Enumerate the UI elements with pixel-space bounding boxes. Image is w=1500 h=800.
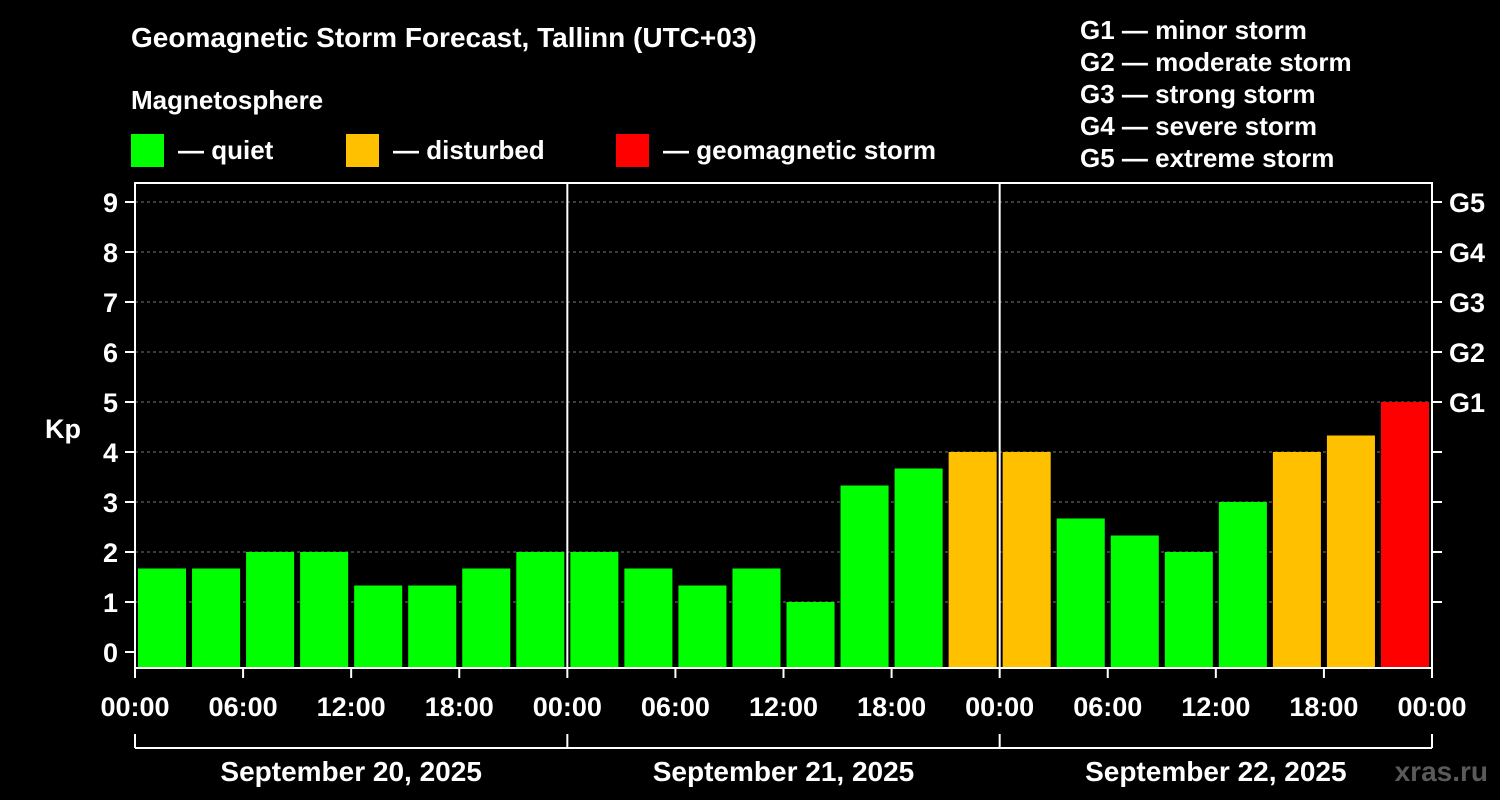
legend-swatch-disturbed <box>346 133 379 167</box>
y-tick-label: 9 <box>103 188 118 218</box>
y-tick-label: 3 <box>103 488 118 518</box>
y-tick-label: 4 <box>103 438 118 468</box>
day-label: September 20, 2025 <box>220 756 482 787</box>
kp-bar <box>300 552 349 668</box>
kp-bar <box>462 568 511 668</box>
kp-bar <box>1110 535 1159 668</box>
chart-title: Geomagnetic Storm Forecast, Tallinn (UTC… <box>131 22 757 53</box>
kp-bar <box>1272 452 1321 668</box>
x-tick-label: 00:00 <box>533 692 602 722</box>
kp-bar <box>1380 402 1429 668</box>
legend-item-quiet: — quiet <box>131 133 273 167</box>
legend-item-disturbed: — disturbed <box>346 133 545 167</box>
legend-swatch-quiet <box>131 133 164 167</box>
x-tick-label: 12:00 <box>749 692 818 722</box>
kp-bar <box>246 552 295 668</box>
y-tick-label: 6 <box>103 338 118 368</box>
x-tick-label: 18:00 <box>1289 692 1358 722</box>
kp-bar <box>894 468 943 668</box>
kp-bar <box>948 452 997 668</box>
day-label: September 22, 2025 <box>1085 756 1347 787</box>
y-tick-label: 0 <box>103 638 118 668</box>
y-tick-label: 8 <box>103 238 118 268</box>
y-tick-label: 7 <box>103 288 118 318</box>
storm-scale-g5: G5 — extreme storm <box>1080 143 1335 173</box>
x-tick-label: 06:00 <box>641 692 710 722</box>
storm-scale-g4: G4 — severe storm <box>1080 111 1318 141</box>
y-tick-label: 2 <box>103 538 118 568</box>
kp-bar <box>138 568 187 668</box>
kp-bar <box>678 585 727 668</box>
x-tick-label: 00:00 <box>100 692 169 722</box>
x-tick-label: 18:00 <box>857 692 926 722</box>
g-scale-label: G4 <box>1449 238 1485 268</box>
storm-scale-g2: G2 — moderate storm <box>1080 47 1352 77</box>
kp-bar <box>516 552 565 668</box>
x-tick-label: 12:00 <box>1181 692 1250 722</box>
legend-item-storm: — geomagnetic storm <box>616 133 936 167</box>
legend-label-quiet: — quiet <box>178 134 274 165</box>
y-tick-label: 1 <box>103 588 118 618</box>
x-tick-label: 00:00 <box>1397 692 1466 722</box>
kp-bar <box>624 568 673 668</box>
storm-scale-legend: G1 — minor storm G2 — moderate storm G3 … <box>1080 14 1352 174</box>
x-tick-label: 12:00 <box>317 692 386 722</box>
y-tick-label: 5 <box>103 388 118 418</box>
storm-scale-g1: G1 — minor storm <box>1080 15 1307 45</box>
kp-bar <box>1326 435 1375 668</box>
kp-bar <box>408 585 457 668</box>
kp-bar <box>1164 552 1213 668</box>
day-label: September 21, 2025 <box>653 756 915 787</box>
legend-heading: Magnetosphere <box>131 85 324 115</box>
watermark: xras.ru <box>1394 756 1488 787</box>
y-axis-label: Kp <box>45 414 81 444</box>
x-tick-label: 06:00 <box>209 692 278 722</box>
kp-bar <box>570 552 619 668</box>
kp-bar <box>1002 452 1051 668</box>
x-tick-label: 06:00 <box>1073 692 1142 722</box>
kp-bar <box>786 602 835 668</box>
kp-bar <box>732 568 781 668</box>
kp-bar <box>1056 518 1105 668</box>
legend-label-storm: — geomagnetic storm <box>663 134 937 165</box>
x-tick-label: 18:00 <box>425 692 494 722</box>
kp-bar <box>354 585 403 668</box>
g-scale-label: G5 <box>1449 188 1485 218</box>
g-scale-label: G2 <box>1449 338 1485 368</box>
g-scale-label: G1 <box>1449 388 1485 418</box>
g-scale-label: G3 <box>1449 288 1485 318</box>
legend-label-disturbed: — disturbed <box>393 134 545 165</box>
kp-bar <box>1218 502 1267 668</box>
x-tick-label: 00:00 <box>965 692 1034 722</box>
storm-scale-g3: G3 — strong storm <box>1080 79 1316 109</box>
kp-bar <box>192 568 241 668</box>
kp-bar <box>840 485 889 668</box>
legend-swatch-storm <box>616 133 649 167</box>
